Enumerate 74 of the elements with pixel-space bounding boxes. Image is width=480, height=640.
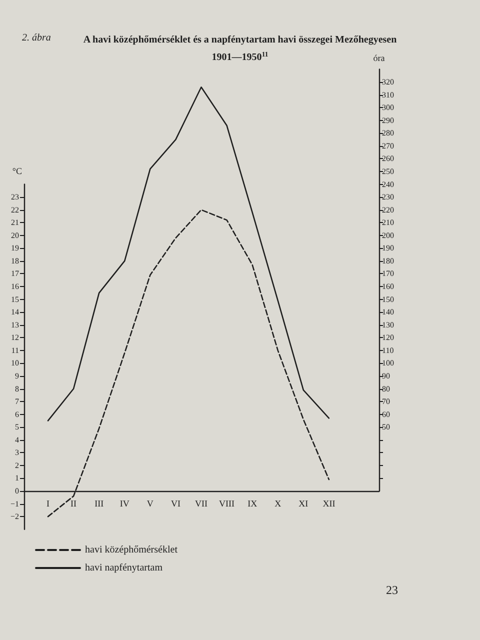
y2-tick-label: 80: [382, 384, 390, 394]
y2-tick-label: 280: [382, 128, 394, 138]
y2-tick-label: 300: [382, 103, 394, 112]
y-tick-label: 9: [15, 371, 19, 380]
y-tick-label: 2: [15, 460, 19, 470]
x-tick-label: X: [274, 498, 282, 508]
y2-tick-label: 110: [382, 346, 394, 355]
y2-tick-label: 240: [382, 180, 394, 189]
y2-tick-label: 180: [382, 256, 394, 266]
text: 23: [386, 583, 398, 597]
y-tick-label: 8: [15, 384, 19, 394]
y-tick-label: 5: [15, 422, 19, 432]
y-tick-label: 19: [11, 244, 19, 253]
y-tick-label: 10: [11, 358, 19, 368]
text: 2. ábra: [22, 32, 51, 44]
x-tick-label: IX: [248, 498, 258, 508]
y-axis-title: °C: [12, 166, 22, 176]
y2-tick-label: 200: [382, 230, 394, 240]
y2-tick-label: 100: [382, 358, 394, 368]
y2-tick-label: 170: [382, 269, 394, 278]
y-tick-label: 13: [11, 320, 19, 330]
y-tick-label: 12: [11, 333, 19, 342]
legend-label: havi középhőmérséklet: [85, 544, 178, 556]
y-tick-label: 11: [11, 346, 19, 355]
y-tick-label: 18: [11, 256, 19, 266]
x-tick-label: VIII: [219, 498, 235, 508]
legend-label: havi napfénytartam: [85, 562, 163, 574]
y2-tick-label: 310: [382, 90, 394, 100]
y-tick-label: 0: [15, 486, 19, 496]
line-series: [47, 86, 330, 422]
y2-tick-label: 220: [382, 205, 394, 214]
y-tick-label: 16: [11, 282, 19, 292]
y2-tick-label: 150: [382, 294, 394, 304]
y2-tick-label: 70: [382, 397, 390, 406]
x-tick-label: II: [70, 498, 77, 508]
x-tick-label: IV: [120, 498, 130, 508]
y-tick-label: 23: [11, 192, 19, 202]
y-tick-label: 20: [11, 230, 19, 240]
y-tick-label: 21: [11, 218, 19, 228]
y2-tick-label: 270: [382, 141, 394, 150]
y2-tick-label: 90: [382, 371, 390, 380]
x-tick-label: VI: [170, 498, 180, 508]
x-tick-label: VII: [194, 498, 208, 508]
y2-tick-label: 260: [382, 154, 394, 164]
x-tick-label: III: [94, 498, 104, 508]
y2-tick-label: 290: [382, 116, 394, 125]
y2-tick-label: 190: [382, 244, 394, 253]
y2-tick-label: 120: [382, 333, 394, 342]
y2-tick-label: 230: [382, 192, 394, 202]
y-tick-label: 15: [11, 294, 19, 304]
y2-tick-label: 320: [382, 78, 394, 87]
y-tick-label: 22: [11, 205, 19, 214]
y-tick-label: 6: [15, 410, 19, 419]
y-tick-label: 4: [15, 435, 19, 444]
y2-tick-label: 250: [382, 167, 394, 176]
y-tick-label: 1: [15, 474, 19, 483]
x-tick-label: XII: [322, 498, 336, 508]
y2-tick-label: 160: [382, 282, 394, 292]
y-tick-label: 7: [15, 397, 19, 406]
x-tick-label: I: [46, 498, 50, 508]
chart-title: A havi középhőmérséklet és a napfénytartam havi összegei Mezőhegyesen: [83, 34, 398, 46]
y2-tick-label: 50: [382, 422, 390, 432]
y-tick-label: −1: [10, 499, 19, 508]
y-tick-label: −2: [10, 512, 19, 522]
y-tick-label: 17: [11, 269, 19, 278]
y2-tick-label: 140: [382, 308, 394, 317]
x-tick-label: XI: [298, 498, 308, 508]
y-tick-label: 3: [15, 448, 19, 458]
x-tick-label: V: [146, 498, 154, 508]
y2-axis-title: óra: [373, 52, 385, 63]
y2-tick-label: 60: [382, 410, 390, 419]
y-tick-label: 14: [11, 308, 19, 317]
y2-tick-label: 130: [382, 320, 394, 330]
y2-tick-label: 210: [382, 218, 394, 228]
